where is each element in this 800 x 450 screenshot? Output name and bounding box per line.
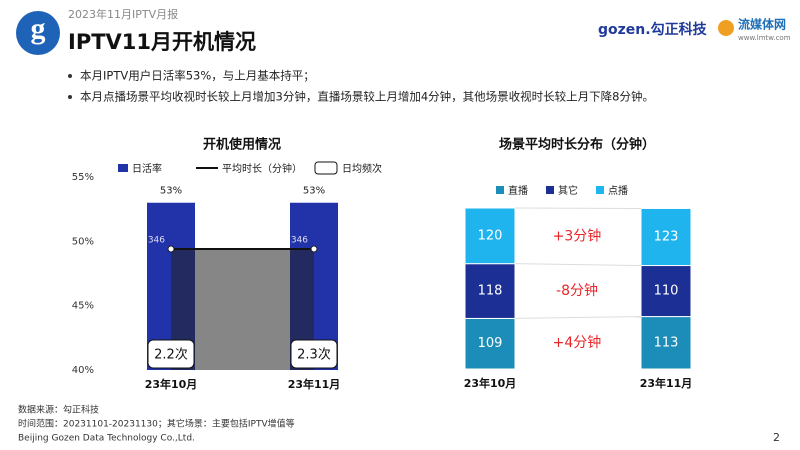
y-tick-label: 45% — [72, 301, 94, 312]
x-tick-label: 23年10月 — [464, 376, 517, 390]
bar-segment — [640, 316, 692, 370]
chart-title: 场景平均时长分布（分钟） — [499, 137, 655, 153]
value-label: 53% — [303, 186, 325, 197]
company: Beijing Gozen Data Technology Co.,Ltd. — [18, 434, 195, 444]
y-tick-label: 55% — [72, 172, 94, 183]
bullet-dot — [68, 95, 72, 99]
x-tick-label: 23年11月 — [640, 376, 693, 390]
bullet-dot — [68, 74, 72, 78]
bar-segment — [640, 265, 692, 318]
value-label: 120 — [478, 228, 503, 243]
y-tick-label: 50% — [72, 236, 94, 247]
logo2-icon — [718, 20, 734, 36]
bullet: 本月点播场景平均收视时长较上月增加3分钟，直播场景较上月增加4分钟，其他场景收视… — [80, 90, 654, 104]
legend-swatch — [546, 186, 554, 194]
value-label: 53% — [160, 186, 182, 197]
annotation: -8分钟 — [556, 282, 598, 299]
legend-label: 其它 — [558, 184, 578, 197]
report-name: 2023年11月IPTV月报 — [68, 7, 178, 21]
logo2-url: www.lmtw.com — [738, 34, 791, 42]
legend-swatch — [596, 186, 604, 194]
frequency-box — [147, 339, 195, 369]
source: 数据来源：勾正科技 — [18, 404, 99, 416]
slide-title: IPTV11月开机情况 — [68, 30, 256, 54]
value-label: 123 — [654, 229, 679, 244]
line-point — [167, 245, 175, 253]
connector — [514, 316, 642, 319]
legend-swatch — [496, 186, 504, 194]
legend-label: 平均时长（分钟） — [222, 162, 302, 175]
value-label: 2.2次 — [154, 347, 188, 363]
legend-swatch — [314, 161, 338, 175]
y-tick-label: 40% — [72, 365, 94, 376]
value-label: 113 — [654, 335, 679, 350]
connector — [514, 263, 642, 267]
logo-text: gozen.勾正科技 — [598, 21, 708, 38]
legend-label: 日活率 — [132, 162, 162, 175]
value-label: 2.3次 — [297, 347, 331, 363]
annotation: +3分钟 — [553, 227, 602, 244]
legend-label: 点播 — [608, 184, 628, 197]
bar-segment — [640, 207, 692, 267]
value-label: 118 — [478, 284, 503, 299]
legend-label: 日均频次 — [342, 162, 382, 175]
x-tick-label: 23年10月 — [145, 377, 198, 391]
duration-area — [171, 249, 314, 370]
logo-glyph: g — [31, 12, 46, 45]
bullet: 本月IPTV用户日活率53%，与上月基本持平； — [80, 69, 315, 83]
bar-segment — [464, 263, 516, 319]
bar-segment — [464, 207, 516, 265]
line-point — [310, 245, 318, 253]
legend-swatch — [118, 164, 128, 172]
value-label: 346 — [148, 236, 165, 246]
logo-icon — [16, 11, 60, 55]
value-label: 346 — [291, 236, 308, 246]
value-label: 110 — [654, 284, 679, 299]
annotation: +4分钟 — [553, 334, 602, 351]
legend-label: 直播 — [508, 184, 528, 197]
logo2-text: 流媒体网 — [738, 17, 786, 32]
note: 时间范围：20231101-20231130；其它场景：主要包括IPTV增值等 — [18, 418, 295, 430]
chart-title: 开机使用情况 — [203, 137, 281, 153]
x-tick-label: 23年11月 — [288, 377, 341, 391]
bar-segment — [464, 317, 516, 370]
page-number: 2 — [773, 431, 780, 444]
value-label: 109 — [478, 336, 503, 351]
frequency-box — [290, 339, 338, 369]
